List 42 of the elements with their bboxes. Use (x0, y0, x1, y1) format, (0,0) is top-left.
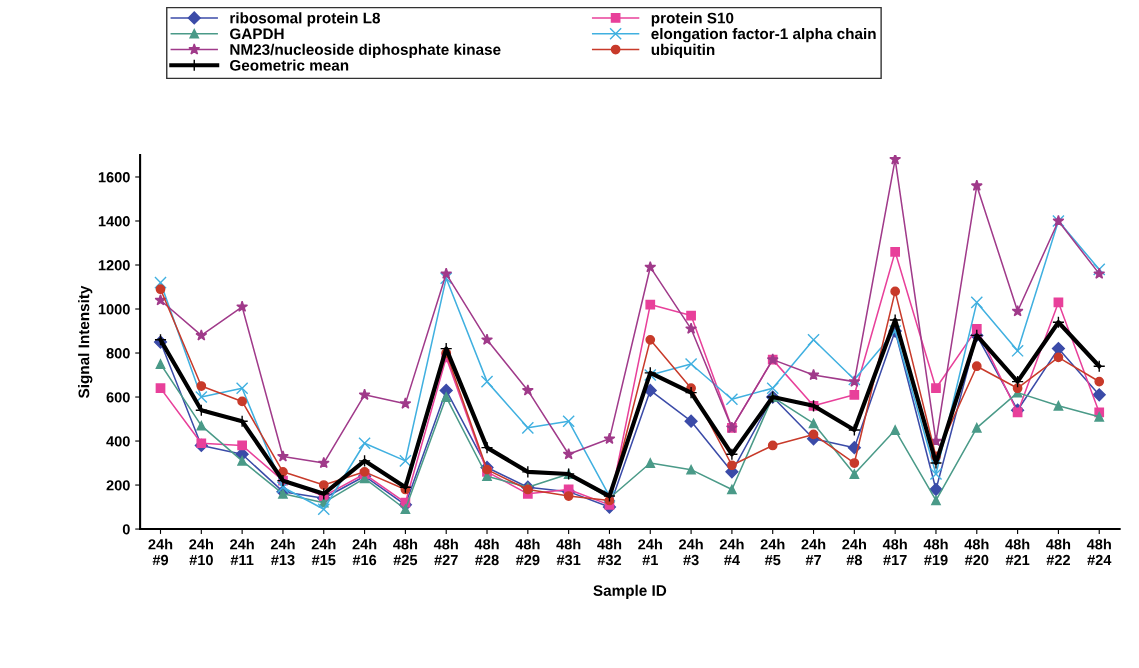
x-tick-label: 48h #31 (556, 538, 581, 566)
x-tick-label: 24h #10 (189, 538, 213, 566)
legend-label: NM23/nucleoside diphosphate kinase (230, 43, 501, 58)
x-tick-label: 24h #16 (352, 538, 377, 566)
x-tick-label: 48h #17 (882, 538, 907, 566)
y-tick-label: 0 (122, 524, 130, 535)
x-tick-label: 48h #25 (393, 538, 418, 566)
x-tick-label: 24h #5 (760, 538, 785, 566)
x-tick-label: 24h #1 (638, 538, 662, 566)
y-tick-label: 800 (106, 348, 130, 359)
x-tick-label: 24h #3 (679, 538, 703, 566)
legend-label: Geometric mean (230, 59, 349, 71)
x-tick-label: 24h #15 (311, 538, 336, 566)
x-tick-label: 48h #20 (964, 538, 989, 566)
y-tick-label: 400 (106, 436, 130, 447)
legend-label: ubiquitin (651, 43, 715, 59)
x-tick-label: 24h #13 (270, 538, 295, 566)
y-tick-label: 1400 (98, 216, 130, 227)
x-tick-label: 48h #24 (1086, 538, 1112, 566)
y-tick-label: 1600 (98, 172, 130, 183)
x-tick-label: 24h #11 (230, 538, 254, 566)
x-tick-label: 48h #19 (923, 538, 948, 566)
y-tick-label: 600 (106, 392, 130, 403)
legend-label: GAPDH (230, 28, 284, 40)
y-axis-title: Signal Intensity (78, 285, 93, 399)
legend-label: protein S10 (651, 12, 734, 27)
x-tick-label: 24h #9 (148, 538, 173, 566)
legend-label: elongation factor-1 alpha chain (651, 27, 876, 43)
x-axis-title: Sample ID (593, 584, 667, 599)
x-tick-label: 24h #8 (842, 538, 867, 566)
y-tick-label: 1000 (98, 304, 130, 315)
legend-label: ribosomal protein L8 (230, 12, 381, 27)
x-tick-label: 24h #7 (801, 538, 826, 566)
x-tick-label: 48h #22 (1046, 538, 1071, 566)
y-tick-label: 1200 (98, 260, 130, 271)
x-tick-label: 48h #27 (433, 538, 458, 566)
x-tick-label: 48h #32 (597, 538, 622, 566)
y-tick-label: 200 (106, 480, 130, 491)
x-tick-label: 24h #4 (719, 538, 744, 566)
x-tick-label: 48h #21 (1005, 538, 1030, 566)
x-tick-label: 48h #29 (515, 538, 540, 566)
x-tick-label: 48h #28 (474, 538, 499, 566)
